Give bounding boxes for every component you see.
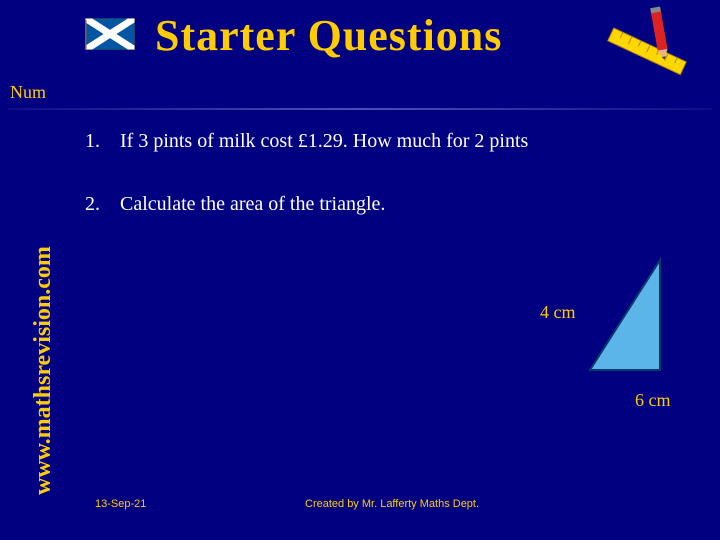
question-number: 2. [85,193,120,216]
page-title: Starter Questions [155,10,502,61]
footer-date: 13-Sep-21 [95,498,305,510]
triangle-base-label: 6 cm [635,390,671,411]
pencil-ruler-icon [600,5,700,85]
footer-credit: Created by Mr. Lafferty Maths Dept. [305,498,479,510]
sidebar-url: www.mathsrevision.com [30,246,57,495]
separator-line [8,108,712,110]
question-row: 1. If 3 pints of milk cost £1.29. How mu… [85,130,705,153]
triangle-shape [585,255,665,375]
footer: 13-Sep-21 Created by Mr. Lafferty Maths … [95,498,695,510]
header-bar: Starter Questions [0,0,720,70]
question-number: 1. [85,130,120,153]
section-label: Num [10,82,46,103]
flag-icon [85,18,135,50]
question-row: 2. Calculate the area of the triangle. [85,193,705,216]
triangle-height-label: 4 cm [540,302,576,323]
question-text: If 3 pints of milk cost £1.29. How much … [120,130,528,153]
question-text: Calculate the area of the triangle. [120,193,385,216]
triangle-diagram: 4 cm 6 cm [540,230,700,410]
